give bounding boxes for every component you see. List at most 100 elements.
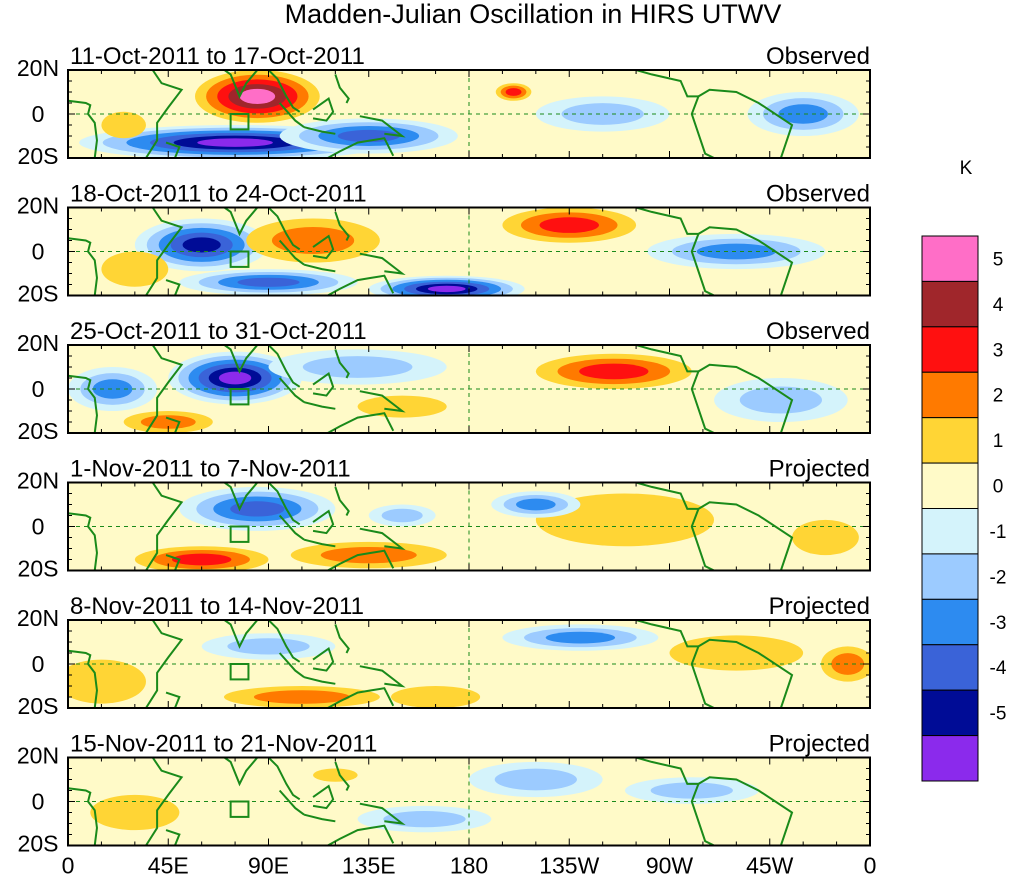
x-tick-label: 90W [646,853,694,879]
anomaly-contour [381,508,423,523]
coastline [165,416,181,433]
coastline [697,363,794,433]
anomaly-contour [739,386,823,414]
colorbar-level-label: 2 [993,386,1004,407]
coastline [197,345,259,374]
coastline [68,374,98,433]
y-tick-label: 20N [17,193,59,219]
coastline [635,620,699,648]
anomaly-contour [516,498,556,511]
coastline [312,509,335,535]
coastline [312,784,335,810]
anomaly-contour [68,659,146,704]
anomaly-contour [792,519,859,556]
anomaly-contour [539,217,599,233]
anomaly-field [68,349,848,433]
anomaly-contour [561,103,644,125]
y-tick-label: 20N [17,605,59,631]
coastline [312,97,335,122]
y-tick-label: 0 [32,239,45,265]
coastline [145,70,184,158]
coastline [165,554,181,571]
coastline [165,141,181,158]
coastline [325,412,395,433]
colorbar-swatch [921,280,979,328]
coastline [68,237,98,296]
panel-date-range: 15-Nov-2011 to 21-Nov-2011 [70,731,377,758]
coastlines [68,207,794,296]
colorbar-level-label: -1 [990,522,1007,543]
coastline [359,802,406,825]
x-tick-label: 45E [148,853,189,879]
anomaly-contour [579,363,649,380]
panel-status: Observed [766,43,870,70]
coastline [690,646,715,708]
x-tick-label: 180 [450,853,488,879]
anomaly-contour [505,88,522,96]
colorbar-level-label: -5 [990,704,1007,725]
colorbar-swatch [921,371,979,419]
x-tick-label: 135E [342,853,396,879]
coastline [334,74,350,104]
coastline [267,620,301,663]
coastline [145,757,184,846]
colorbar-level-label: 1 [993,431,1004,452]
coastlines [68,345,794,433]
colorbar-level-label: -4 [990,658,1007,679]
anomaly-contour [171,553,232,566]
y-tick-label: 20N [17,55,59,81]
coastline [325,137,395,158]
coastline [68,512,98,571]
anomaly-contour [669,635,804,671]
coastline [165,279,181,296]
colorbar: K 5 4 3 2 1 0 -1 -2 -3 -4 -5 [921,158,1007,782]
coastline [278,239,305,266]
colorbar-swatch [921,462,979,510]
panel-status: Projected [769,456,870,483]
colorbar-level-label: 5 [993,249,1004,270]
y-tick-label: 0 [32,789,45,815]
coastline [267,207,301,251]
panel-status: Projected [769,731,870,758]
panel-status: Observed [766,318,870,345]
coastline [267,70,301,113]
coastline [359,115,406,138]
coastline [334,349,350,379]
anomaly-contour [101,251,169,287]
anomaly-contour [90,794,180,831]
coastline [197,620,259,649]
anomaly-contour [182,237,221,253]
coastline [68,787,98,846]
coastline [334,211,350,241]
coastline [359,527,406,550]
coastline [68,99,98,158]
coastline [325,687,395,708]
panel-6: 20N 0 20S 15-Nov-2011 to 21-Nov-2011 Project… [17,731,871,857]
coastline [690,508,715,571]
anomaly-contour [391,686,481,708]
coastline [145,620,184,708]
y-tick-label: 20N [17,468,59,494]
colorbar-swatch [921,689,979,737]
anomaly-contour [197,138,273,147]
colorbar-level-label: -3 [990,613,1007,634]
y-tick-label: 20N [17,743,59,769]
anomaly-contour [696,243,776,260]
x-tick-label: 90E [248,853,289,879]
coastline [303,676,336,685]
coastline [145,345,184,433]
colorbar-swatch [921,644,979,691]
coastline [267,345,301,388]
y-tick-label: 0 [32,514,45,540]
y-tick-label: 0 [32,101,45,127]
y-tick-label: 20S [18,418,59,444]
coastline [278,102,305,129]
coastline [690,783,715,846]
coastline [690,371,715,433]
coastline [635,207,699,235]
anomaly-contour [313,768,358,782]
anomaly-field [134,486,859,571]
colorbar-swatch [921,508,979,555]
coastline [325,274,395,296]
